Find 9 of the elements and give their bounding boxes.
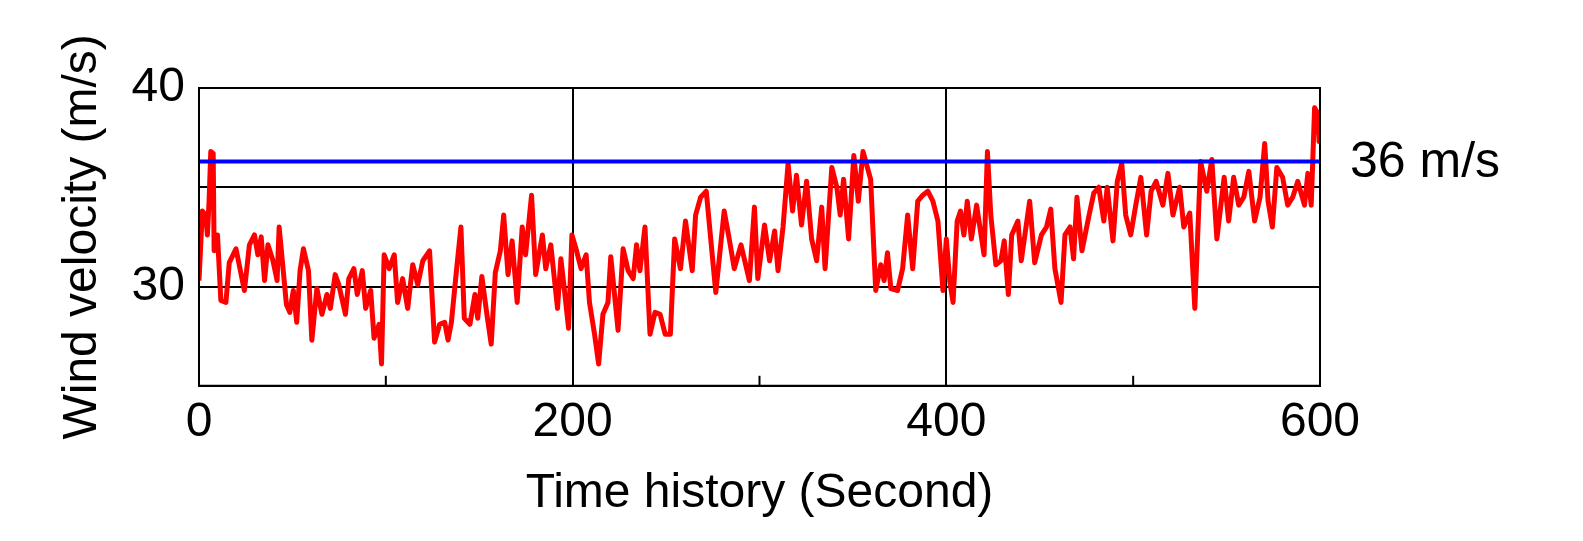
ref-line-label: 36 m/s: [1350, 132, 1501, 189]
y-tick-label: 30: [131, 256, 185, 310]
y-axis-title: Wind velocity (m/s): [53, 34, 107, 440]
x-tick-label: 0: [185, 392, 213, 446]
x-tick-label: 400: [906, 392, 987, 446]
y-tick-label: 40: [131, 58, 185, 112]
x-tick-label: 200: [532, 392, 613, 446]
x-tick-label: 600: [1279, 392, 1361, 446]
x-axis-title: Time history (Second): [525, 464, 994, 518]
